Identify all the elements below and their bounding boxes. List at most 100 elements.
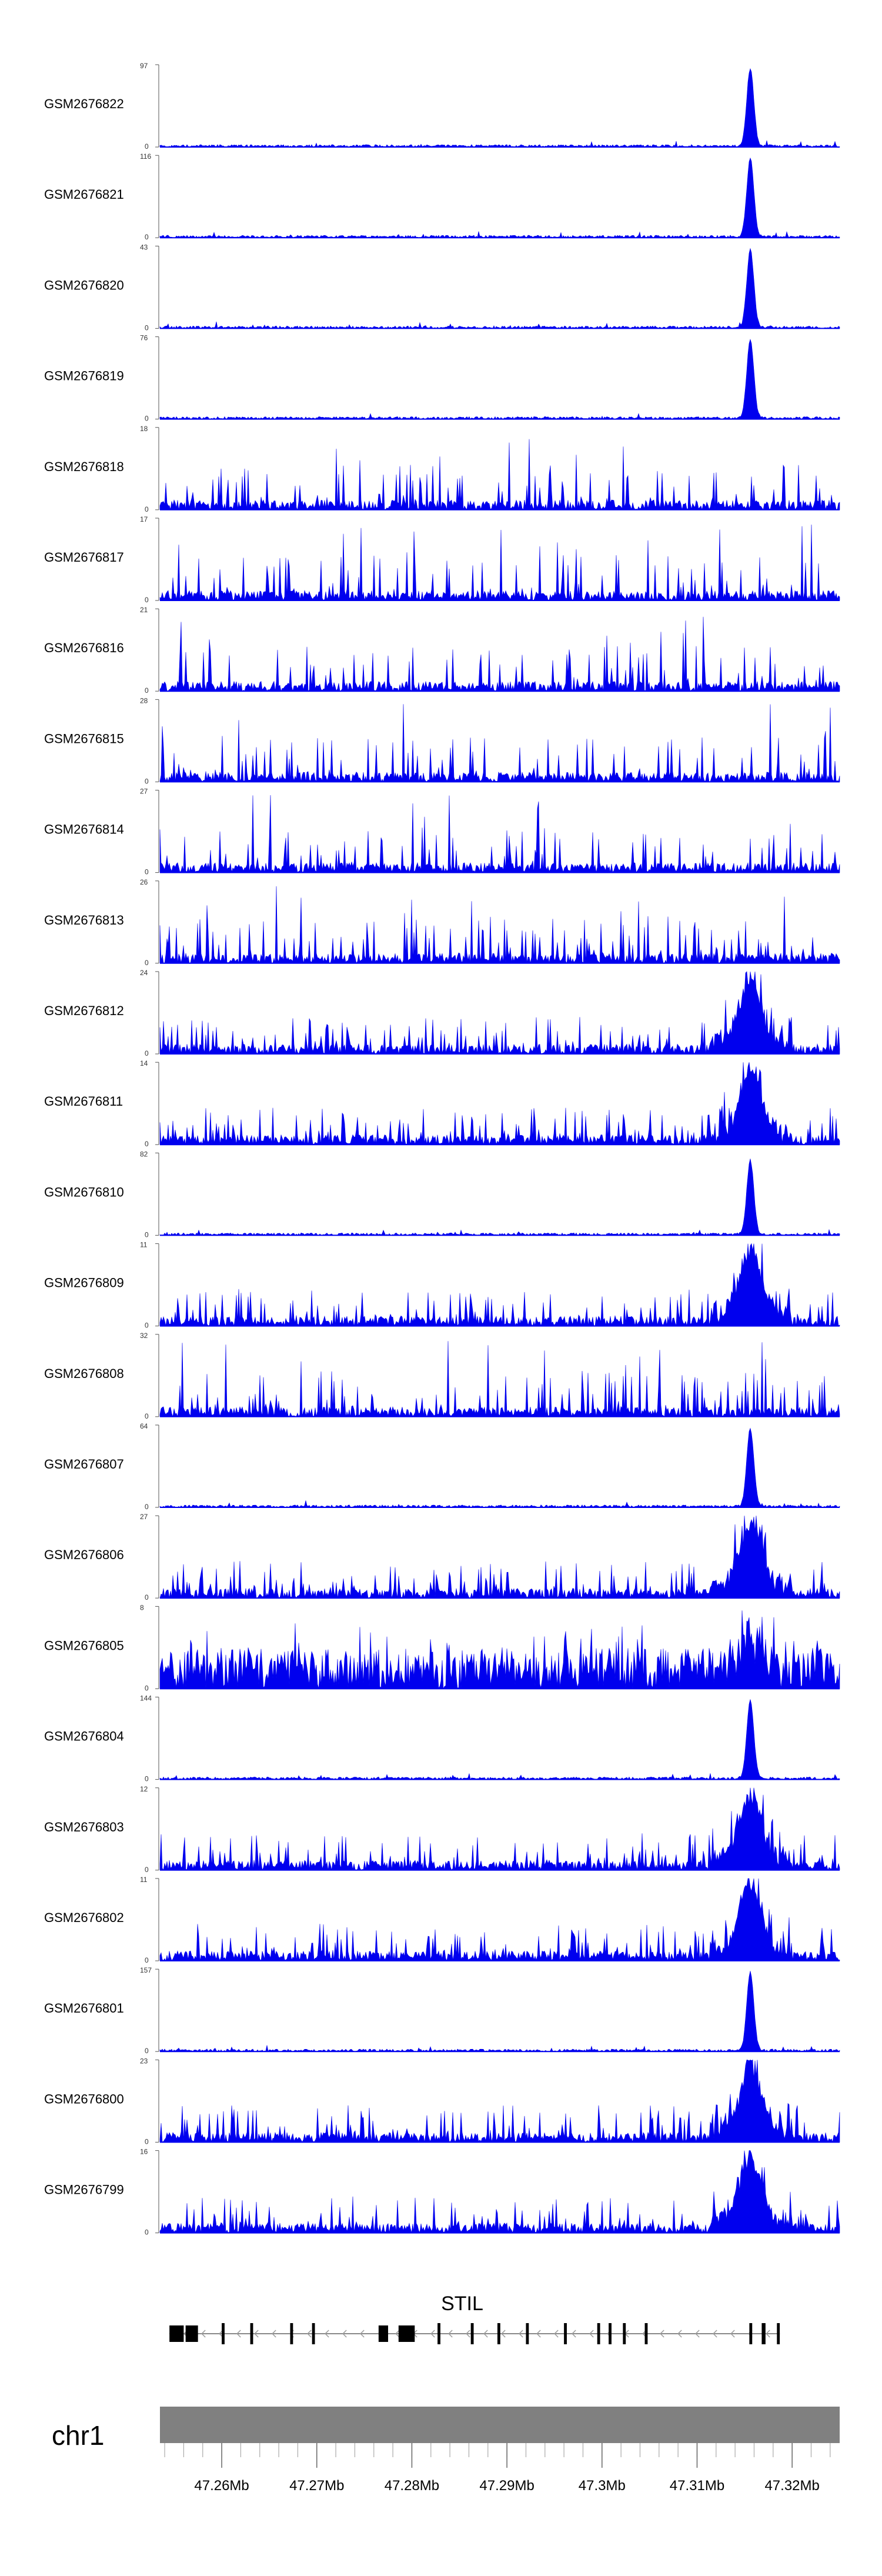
y-min-label: 0: [145, 1593, 149, 1601]
exon: [312, 2323, 315, 2344]
strand-arrow: [501, 2330, 506, 2338]
track-GSM2676805: GSM2676805 8 0: [44, 1603, 840, 1692]
signal-area: [159, 157, 840, 238]
track-label: GSM2676801: [44, 2001, 124, 2016]
track-GSM2676815: GSM2676815 28 0: [44, 696, 840, 785]
track-label: GSM2676817: [44, 550, 124, 565]
signal-area: [159, 2150, 840, 2234]
y-max-label: 43: [140, 243, 148, 251]
y-min-label: 0: [145, 1775, 149, 1783]
track-label: GSM2676822: [44, 96, 124, 111]
signal-area: [159, 616, 840, 692]
signal-area: [159, 2059, 840, 2143]
strand-arrow: [713, 2330, 717, 2338]
y-min-label: 0: [145, 415, 149, 423]
track-label: GSM2676812: [44, 1003, 124, 1018]
y-min-label: 0: [145, 2047, 149, 2055]
y-max-label: 11: [140, 1876, 148, 1884]
track-GSM2676801: GSM2676801 157 0: [44, 1966, 840, 2055]
strand-arrow: [360, 2330, 365, 2338]
chromosome-bar: [160, 2407, 840, 2443]
strand-arrow: [395, 2330, 400, 2338]
track-label: GSM2676811: [44, 1094, 123, 1109]
strand-arrow: [325, 2330, 329, 2338]
track-label: GSM2676809: [44, 1276, 124, 1290]
strand-arrow: [536, 2330, 541, 2338]
signal-area: [159, 1159, 840, 1236]
signal-area: [159, 1516, 840, 1599]
signal-area: [159, 1971, 840, 2052]
y-min-label: 0: [145, 1049, 149, 1057]
y-min-label: 0: [145, 323, 149, 332]
y-max-label: 11: [140, 1241, 148, 1249]
track-GSM2676799: GSM2676799 16 0: [44, 2148, 840, 2237]
track-GSM2676812: GSM2676812 24 0: [44, 969, 840, 1057]
exon: [169, 2325, 184, 2342]
gene-name-label: STIL: [441, 2293, 483, 2315]
track-GSM2676819: GSM2676819 76 0: [44, 334, 840, 423]
y-min-label: 0: [145, 1503, 149, 1511]
exon: [609, 2323, 612, 2344]
y-min-label: 0: [145, 1412, 149, 1420]
signal-area: [159, 1787, 840, 1871]
track-GSM2676814: GSM2676814 27 0: [44, 788, 840, 876]
track-GSM2676813: GSM2676813 26 0: [44, 878, 840, 967]
track-label: GSM2676815: [44, 731, 124, 746]
x-tick-label: 47.32Mb: [764, 2478, 819, 2494]
y-min-label: 0: [145, 868, 149, 876]
track-label: GSM2676807: [44, 1457, 124, 1471]
track-GSM2676806: GSM2676806 27 0: [44, 1513, 840, 1601]
exon: [290, 2323, 293, 2344]
track-GSM2676803: GSM2676803 12 0: [44, 1785, 840, 1874]
track-GSM2676807: GSM2676807 64 0: [44, 1422, 840, 1511]
strand-arrow: [660, 2330, 664, 2338]
y-max-label: 28: [140, 696, 148, 705]
y-max-label: 17: [140, 515, 148, 523]
y-max-label: 21: [140, 606, 148, 614]
y-max-label: 32: [140, 1332, 148, 1340]
y-min-label: 0: [145, 142, 149, 151]
y-max-label: 8: [140, 1603, 144, 1611]
y-min-label: 0: [145, 1956, 149, 1964]
signal-area: [159, 1610, 840, 1690]
y-min-label: 0: [145, 959, 149, 967]
track-GSM2676822: GSM2676822 97 0: [44, 62, 840, 151]
y-max-label: 97: [140, 62, 148, 70]
track-label: GSM2676800: [44, 2091, 124, 2106]
strand-arrow: [254, 2330, 259, 2338]
x-tick-label: 47.31Mb: [670, 2478, 724, 2494]
y-min-label: 0: [145, 1230, 149, 1239]
exon: [398, 2325, 415, 2342]
signal-area: [159, 1062, 840, 1146]
track-label: GSM2676810: [44, 1184, 124, 1199]
strand-arrow: [677, 2330, 682, 2338]
strand-arrow: [730, 2330, 735, 2338]
track-label: GSM2676813: [44, 913, 124, 927]
signal-area: [159, 1427, 840, 1508]
track-GSM2676810: GSM2676810 82 0: [44, 1150, 840, 1239]
track-GSM2676818: GSM2676818 18 0: [44, 425, 840, 513]
strand-arrow: [519, 2330, 523, 2338]
track-label: GSM2676805: [44, 1638, 124, 1653]
track-label: GSM2676804: [44, 1729, 124, 1744]
track-label: GSM2676819: [44, 369, 124, 383]
track-GSM2676820: GSM2676820 43 0: [44, 243, 840, 332]
y-min-label: 0: [145, 2228, 149, 2237]
signal-area: [159, 1243, 840, 1327]
signal-area: [159, 524, 840, 602]
y-max-label: 144: [140, 1694, 152, 1703]
y-max-label: 14: [140, 1059, 148, 1067]
strand-arrow: [766, 2330, 770, 2338]
y-max-label: 23: [140, 2057, 148, 2065]
y-max-label: 76: [140, 334, 148, 342]
exon: [250, 2323, 253, 2344]
track-GSM2676802: GSM2676802 11 0: [44, 1876, 840, 1964]
exon: [470, 2323, 474, 2344]
track-label: GSM2676802: [44, 1910, 124, 1925]
y-max-label: 27: [140, 788, 148, 796]
signal-area: [159, 248, 840, 329]
exon: [497, 2323, 500, 2344]
track-GSM2676811: GSM2676811 14 0: [44, 1059, 840, 1148]
exon: [222, 2323, 225, 2344]
